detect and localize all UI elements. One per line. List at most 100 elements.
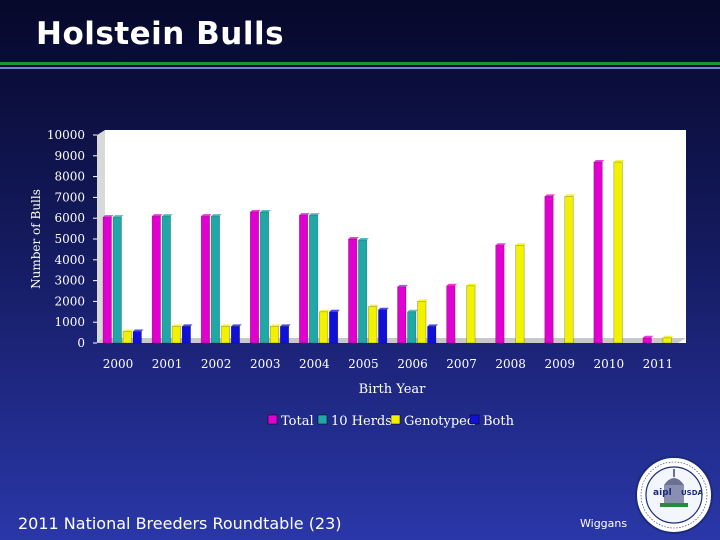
y-tick-label: 4000 — [54, 253, 85, 267]
y-axis-label: Number of Bulls — [29, 189, 43, 289]
bar-top-face — [250, 209, 261, 212]
x-tick-label: 2000 — [103, 357, 134, 371]
bar-top-face — [417, 299, 428, 302]
bar-top-face — [260, 209, 271, 212]
x-tick-label: 2001 — [152, 357, 183, 371]
bar-total-2011 — [642, 337, 652, 344]
bar-genotyped-2008 — [515, 244, 525, 344]
bar-top-face — [162, 214, 173, 217]
bar-both-2001 — [181, 326, 191, 344]
bar-genotyped-2001 — [171, 326, 181, 344]
y-tick-label: 9000 — [54, 149, 85, 163]
y-tick-label: 2000 — [54, 294, 85, 308]
bar-genotyped-2003 — [269, 326, 280, 344]
x-tick-label: 2010 — [594, 357, 625, 371]
bar-genotyped-2009 — [564, 196, 574, 344]
bar-total-2002 — [200, 215, 210, 344]
bar-top-face — [495, 243, 507, 246]
x-tick-label: 2008 — [495, 357, 526, 371]
legend-label: Both — [483, 414, 515, 429]
bar-top-face — [662, 335, 674, 338]
legend-label: 10 Herds — [331, 414, 392, 429]
bar-total-2006 — [397, 286, 407, 344]
bar-top-face — [113, 215, 124, 218]
bar-total-2001 — [151, 215, 161, 344]
aipl-usda-seal-logo: aipl USDA — [635, 456, 713, 534]
footer-text: 2011 National Breeders Roundtable (23) — [18, 514, 342, 533]
bar-top-face — [515, 243, 527, 246]
x-tick-label: 2003 — [250, 357, 281, 371]
plot-floor — [97, 338, 686, 343]
bar-top-face — [221, 324, 232, 327]
bar-both-2005 — [378, 309, 388, 344]
y-tick-label: 1000 — [54, 315, 85, 329]
legend-label: Total — [281, 414, 314, 429]
bar-top-face — [564, 194, 576, 197]
bar-top-face — [231, 324, 242, 327]
x-tick-label: 2005 — [348, 357, 379, 371]
bar-top-face — [103, 215, 114, 218]
bar-10-herds-2001 — [161, 215, 171, 344]
bar-both-2004 — [329, 311, 339, 344]
bar-top-face — [348, 237, 359, 239]
bar-genotyped-2002 — [220, 326, 230, 344]
bar-10-herds-2005 — [358, 239, 368, 344]
y-tick-label: 7000 — [54, 190, 85, 204]
bar-top-face — [152, 214, 163, 217]
y-tick-label: 3000 — [54, 274, 85, 288]
bar-top-face — [544, 194, 556, 197]
bar-top-face — [123, 329, 134, 332]
bar-both-2000 — [132, 331, 142, 344]
bar-both-2003 — [279, 326, 290, 344]
bar-chart: 0 1000 2000 3000 4000 5000 6000 7000 8000 9000 100… — [29, 128, 686, 429]
bar-top-face — [299, 213, 310, 216]
y-tick-label: 5000 — [54, 232, 85, 246]
bar-top-face — [466, 283, 478, 286]
legend-swatch-total — [267, 414, 278, 425]
bar-top-face — [397, 284, 408, 287]
bar-10-herds-2004 — [309, 214, 319, 344]
author-name: Wiggans — [580, 517, 628, 530]
y-tick-label: 10000 — [47, 128, 85, 142]
title-divider-blue — [0, 67, 720, 69]
slide-title: Holstein Bulls — [36, 16, 285, 52]
bar-10-herds-2002 — [210, 215, 220, 344]
bar-total-2008 — [495, 244, 505, 344]
y-tick-label: 6000 — [54, 211, 85, 225]
bar-top-face — [427, 324, 438, 327]
bar-total-2009 — [544, 196, 554, 344]
bar-10-herds-2006 — [407, 311, 417, 344]
bar-genotyped-2011 — [662, 337, 672, 344]
bar-total-2004 — [299, 214, 309, 344]
x-tick-label: 2006 — [397, 357, 428, 371]
bar-top-face — [613, 160, 625, 163]
bar-top-face — [309, 213, 320, 216]
bar-top-face — [211, 214, 222, 217]
legend-swatch-genotyped — [390, 414, 401, 425]
bar-genotyped-2000 — [122, 331, 132, 344]
bar-total-2000 — [102, 216, 112, 344]
x-tick-label: 2009 — [544, 357, 575, 371]
bar-genotyped-2006 — [417, 301, 427, 344]
svg-text:aipl: aipl — [653, 488, 672, 498]
title-divider-green — [0, 62, 720, 65]
bar-10-herds-2003 — [259, 211, 270, 344]
svg-text:USDA: USDA — [681, 489, 704, 497]
bar-top-face — [358, 238, 369, 241]
bar-top-face — [201, 214, 212, 217]
bar-top-face — [593, 160, 605, 163]
legend-swatch-both — [469, 414, 480, 425]
bar-top-face — [270, 324, 281, 327]
bar-top-face — [329, 309, 340, 312]
y-tick-label: 8000 — [54, 170, 85, 184]
bar-total-2005 — [348, 238, 358, 344]
bar-top-face — [378, 307, 389, 310]
bar-10-herds-2000 — [112, 216, 122, 344]
x-axis-label: Birth Year — [359, 382, 427, 397]
bar-top-face — [280, 324, 291, 327]
x-tick-label: 2011 — [643, 357, 674, 371]
bar-genotyped-2004 — [319, 311, 329, 344]
bar-top-face — [407, 309, 418, 312]
x-tick-label: 2002 — [201, 357, 232, 371]
x-tick-label: 2004 — [299, 357, 330, 371]
